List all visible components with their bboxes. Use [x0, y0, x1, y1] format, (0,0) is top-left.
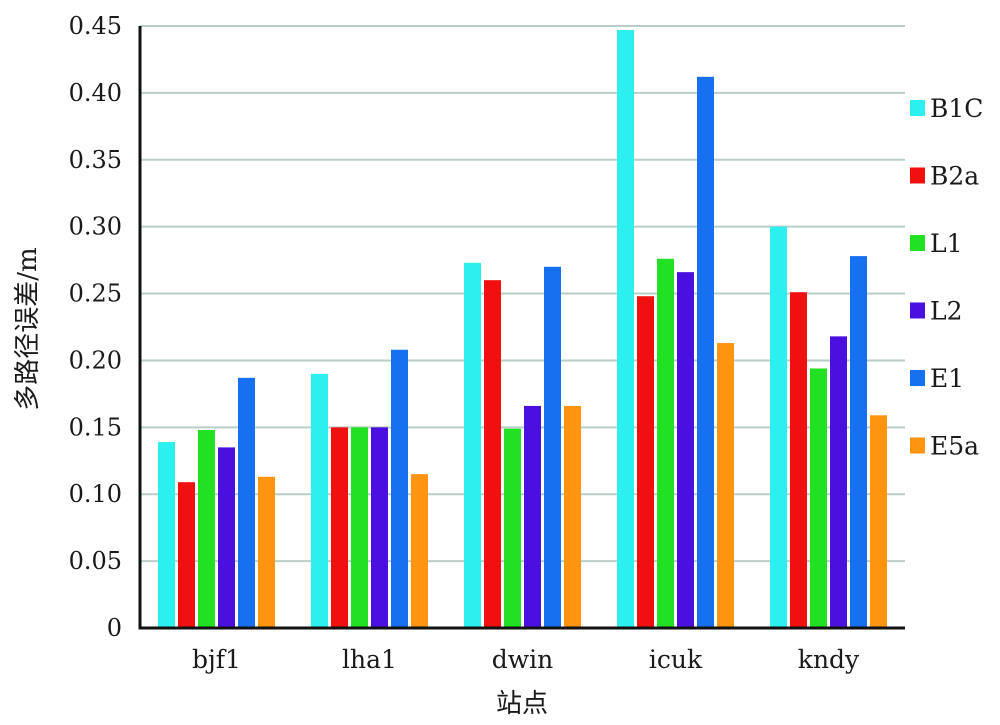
y-tick-label: 0.05 — [69, 547, 122, 575]
bar-B2a-icuk — [637, 296, 654, 628]
bar-L1-dwin — [504, 428, 521, 628]
legend-swatch-B1C — [910, 100, 925, 116]
bar-E1-lha1 — [391, 349, 408, 628]
bar-B1C-icuk — [617, 30, 634, 629]
legend-label-B1C: B1C — [930, 94, 983, 123]
bar-E1-icuk — [697, 76, 714, 628]
legend-label-E1: E1 — [930, 364, 964, 393]
legend-swatch-L1 — [910, 235, 925, 251]
bar-L1-lha1 — [351, 427, 368, 628]
bar-L2-kndy — [830, 336, 847, 628]
legend-swatch-E1 — [910, 370, 925, 386]
legend-label-L2: L2 — [930, 297, 963, 326]
legend-swatch-L2 — [910, 302, 925, 319]
y-tick-label: 0 — [107, 614, 122, 642]
bar-L2-dwin — [524, 405, 541, 628]
y-tick-label: 0.15 — [69, 413, 122, 441]
bar-L1-icuk — [657, 258, 674, 628]
bar-B2a-kndy — [790, 292, 807, 628]
legend: B1C B2a L1 L2 E1 E5a — [910, 94, 983, 461]
bar-L2-bjf1 — [218, 447, 235, 628]
x-category-label: lha1 — [342, 645, 397, 674]
y-axis-title: 多路径误差/m — [13, 247, 43, 410]
bar-L1-kndy — [810, 368, 827, 628]
y-tick-label: 0.40 — [69, 79, 122, 107]
bar-E1-dwin — [544, 266, 561, 628]
bar-E1-kndy — [850, 256, 867, 628]
legend-label-B2a: B2a — [930, 162, 979, 191]
y-tick-labels: 0 0.05 0.10 0.15 0.20 0.25 0.30 0.35 0.40 0.45 — [69, 12, 122, 642]
legend-swatch-B2a — [910, 167, 925, 184]
y-tick-label: 0.10 — [69, 480, 122, 508]
bar-E5a-kndy — [870, 415, 887, 628]
bar-B1C-lha1 — [311, 373, 328, 628]
x-category-label: kndy — [798, 645, 860, 674]
y-tick-label: 0.45 — [69, 12, 122, 40]
bar-B1C-dwin — [464, 262, 481, 628]
y-tick-label: 0.20 — [69, 346, 122, 374]
bar-E5a-lha1 — [411, 474, 428, 628]
bars — [158, 30, 887, 629]
bar-B2a-dwin — [484, 280, 501, 628]
bar-L1-bjf1 — [198, 430, 215, 628]
bar-L2-icuk — [677, 272, 694, 628]
x-axis-title: 站点 — [496, 689, 548, 719]
y-tick-label: 0.25 — [69, 280, 122, 308]
bar-E5a-dwin — [564, 405, 581, 628]
bar-E1-bjf1 — [238, 377, 255, 628]
legend-label-L1: L1 — [930, 229, 963, 258]
bar-L2-lha1 — [371, 427, 388, 628]
x-category-label: bjf1 — [192, 645, 241, 674]
bar-B2a-lha1 — [331, 427, 348, 628]
x-category-label: dwin — [492, 645, 554, 674]
y-tick-label: 0.35 — [69, 146, 122, 174]
bar-E5a-icuk — [717, 343, 734, 628]
legend-label-E5a: E5a — [930, 432, 979, 461]
bar-B2a-bjf1 — [178, 482, 195, 628]
legend-swatch-E5a — [910, 437, 925, 454]
bar-B1C-bjf1 — [158, 442, 175, 628]
axes — [138, 26, 905, 630]
y-tick-label: 0.30 — [69, 213, 122, 241]
bar-E5a-bjf1 — [258, 476, 275, 628]
x-category-label: icuk — [649, 645, 703, 674]
bar-B1C-kndy — [770, 226, 787, 628]
x-category-labels: bjf1 lha1 dwin icuk kndy — [192, 645, 860, 674]
